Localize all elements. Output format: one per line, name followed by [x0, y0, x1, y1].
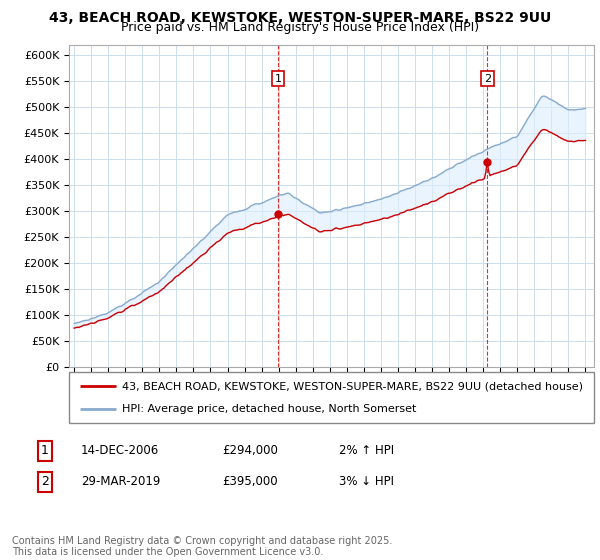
Text: 1: 1	[274, 73, 281, 83]
Text: 43, BEACH ROAD, KEWSTOKE, WESTON-SUPER-MARE, BS22 9UU (detached house): 43, BEACH ROAD, KEWSTOKE, WESTON-SUPER-M…	[121, 381, 583, 391]
Text: 2: 2	[484, 73, 491, 83]
Text: 1: 1	[41, 444, 49, 458]
Text: 3% ↓ HPI: 3% ↓ HPI	[339, 475, 394, 488]
Text: 14-DEC-2006: 14-DEC-2006	[81, 444, 159, 458]
Text: 43, BEACH ROAD, KEWSTOKE, WESTON-SUPER-MARE, BS22 9UU: 43, BEACH ROAD, KEWSTOKE, WESTON-SUPER-M…	[49, 11, 551, 25]
Text: 29-MAR-2019: 29-MAR-2019	[81, 475, 160, 488]
Text: £294,000: £294,000	[222, 444, 278, 458]
Text: Price paid vs. HM Land Registry's House Price Index (HPI): Price paid vs. HM Land Registry's House …	[121, 21, 479, 34]
Text: 2% ↑ HPI: 2% ↑ HPI	[339, 444, 394, 458]
Text: £395,000: £395,000	[222, 475, 278, 488]
Text: 2: 2	[41, 475, 49, 488]
Text: Contains HM Land Registry data © Crown copyright and database right 2025.
This d: Contains HM Land Registry data © Crown c…	[12, 535, 392, 557]
Text: HPI: Average price, detached house, North Somerset: HPI: Average price, detached house, Nort…	[121, 404, 416, 414]
